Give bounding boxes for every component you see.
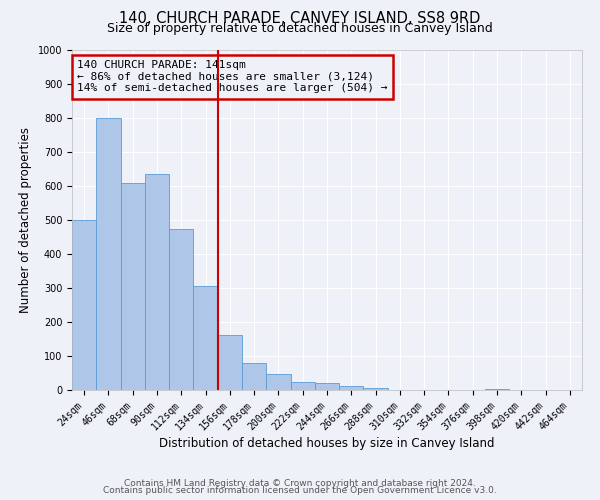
Bar (242, 364, 266, 390)
Bar (290, 382, 315, 390)
Text: Contains HM Land Registry data © Crown copyright and database right 2024.: Contains HM Land Registry data © Crown c… (124, 478, 476, 488)
X-axis label: Distribution of detached houses by size in Canvey Island: Distribution of detached houses by size … (159, 438, 495, 450)
Bar (121, 182, 145, 390)
Y-axis label: Number of detached properties: Number of detached properties (19, 127, 32, 313)
Bar (266, 374, 290, 390)
Bar (339, 386, 364, 390)
Bar (169, 228, 193, 390)
Bar (96, 118, 121, 390)
Bar (364, 388, 388, 390)
Bar (218, 335, 242, 390)
Bar (72, 220, 96, 390)
Text: 140, CHURCH PARADE, CANVEY ISLAND, SS8 9RD: 140, CHURCH PARADE, CANVEY ISLAND, SS8 9… (119, 11, 481, 26)
Bar (193, 286, 218, 390)
Bar (145, 174, 169, 390)
Text: 140 CHURCH PARADE: 141sqm
← 86% of detached houses are smaller (3,124)
14% of se: 140 CHURCH PARADE: 141sqm ← 86% of detac… (77, 60, 388, 94)
Text: Contains public sector information licensed under the Open Government Licence v3: Contains public sector information licen… (103, 486, 497, 495)
Bar (315, 383, 339, 390)
Text: Size of property relative to detached houses in Canvey Island: Size of property relative to detached ho… (107, 22, 493, 35)
Bar (485, 389, 509, 390)
